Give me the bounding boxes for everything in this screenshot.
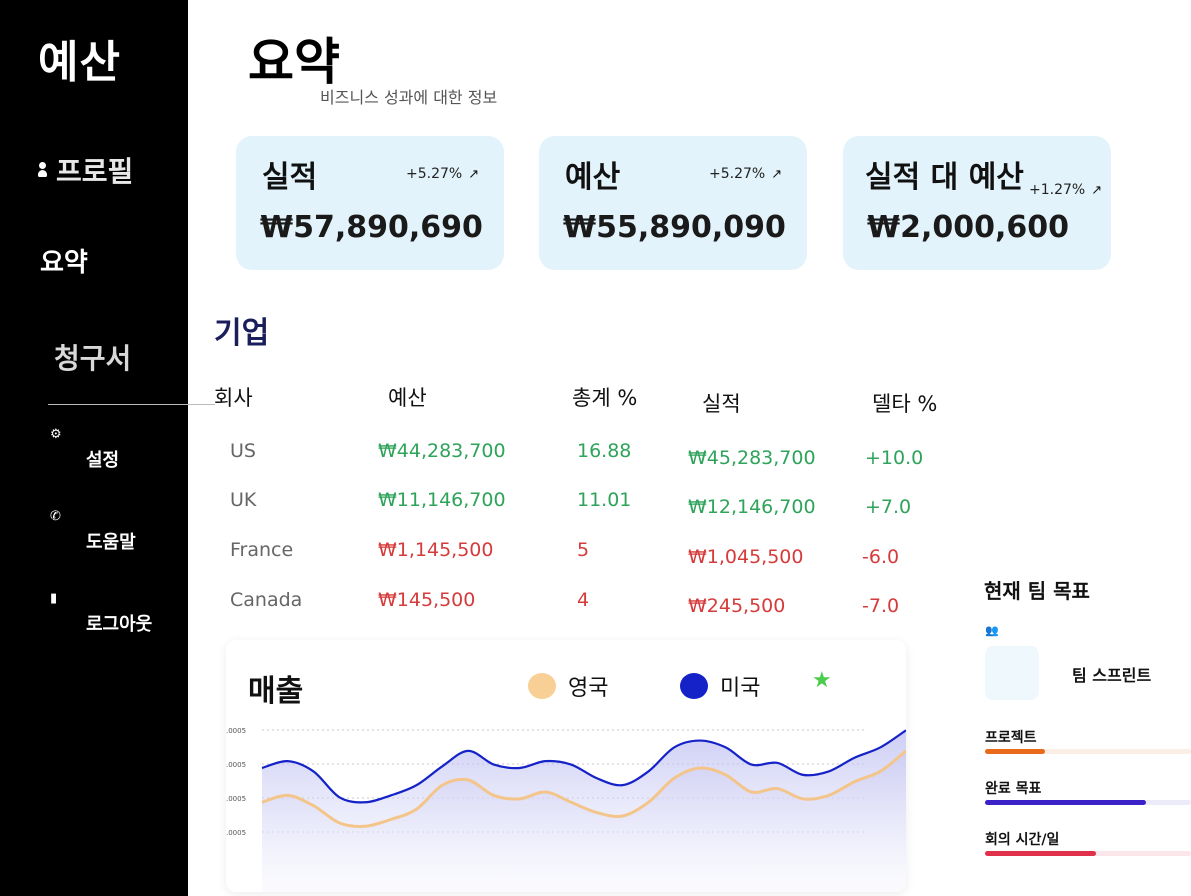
trend-up-icon: ↗ xyxy=(468,167,480,182)
cell-actual: ₩45,283,700 xyxy=(688,447,816,469)
nav-help-label: 도움말 xyxy=(86,532,136,553)
series-line-uk xyxy=(261,749,906,828)
brand-title: 예산 xyxy=(38,37,121,88)
kpi-delta-value: +1.27% xyxy=(1029,182,1086,198)
kpi-title: 실적 xyxy=(262,160,318,195)
header-budget: 예산 xyxy=(388,386,427,410)
goal-label-completed: 완료 목표 xyxy=(985,781,1042,797)
user-icon xyxy=(38,162,48,178)
legend-uk[interactable]: 영국 xyxy=(528,670,608,702)
legend-uk-label: 영국 xyxy=(568,676,609,701)
cell-budget: ₩11,146,700 xyxy=(378,489,506,511)
legend-uk-dot xyxy=(528,673,556,699)
cell-delta: -7.0 xyxy=(862,595,900,617)
cell-budget: ₩145,500 xyxy=(378,589,476,611)
kpi-card-actual: 실적 +5.27% ↗ ₩57,890,690 xyxy=(236,136,504,270)
cell-company: UK xyxy=(230,489,257,511)
kpi-title: 실적 대 예산 xyxy=(865,160,1024,195)
goal-track-completed xyxy=(985,800,1191,805)
kpi-card-actual-vs-budget: 실적 대 예산 +1.27% ↗ ₩2,000,600 xyxy=(843,136,1111,270)
kpi-value: ₩55,890,090 xyxy=(563,210,786,245)
legend-us-label: 미국 xyxy=(720,676,761,701)
kpi-card-budget: 예산 +5.27% ↗ ₩55,890,090 xyxy=(539,136,807,270)
cell-company: Canada xyxy=(230,589,303,611)
kpi-delta-value: +5.27% xyxy=(406,166,463,182)
team-thumbnail xyxy=(985,646,1039,700)
goal-fill-meeting xyxy=(985,851,1097,856)
nav-settings-label: 설정 xyxy=(86,450,120,471)
page-subtitle: 비즈니스 성과에 대한 정보 xyxy=(320,88,498,107)
nav-logout-label: 로그아웃 xyxy=(86,614,153,635)
gear-icon: ⚙ xyxy=(50,427,62,442)
cell-total: 11.01 xyxy=(577,489,632,511)
goal-track-project xyxy=(985,749,1191,754)
cell-delta: +7.0 xyxy=(865,496,912,518)
cell-total: 5 xyxy=(577,539,590,561)
header-company: 회사 xyxy=(214,386,253,410)
page-title: 요약 xyxy=(248,33,340,91)
nav-profile[interactable]: 프로필 xyxy=(38,150,133,190)
goal-label-project: 프로젝트 xyxy=(985,730,1037,746)
cell-delta: -6.0 xyxy=(862,546,900,568)
cell-actual: ₩1,045,500 xyxy=(688,546,804,568)
header-total: 총계 % xyxy=(572,386,638,410)
cell-delta: +10.0 xyxy=(865,447,924,469)
trend-up-icon: ↗ xyxy=(1091,183,1103,198)
sidebar-divider xyxy=(48,404,215,405)
companies-title: 기업 xyxy=(214,316,270,351)
sales-title: 매출 xyxy=(248,674,304,709)
sidebar: 예산 프로필 요약 청구서 ⚙ 설정 ✆ 도움말 ▮ 로그아웃 xyxy=(0,0,188,896)
y-tick-label: .0005 xyxy=(226,829,246,837)
kpi-delta-value: +5.27% xyxy=(709,166,766,182)
goal-track-meeting xyxy=(985,851,1191,856)
goal-fill-completed xyxy=(985,800,1146,805)
series-area-uk xyxy=(262,750,906,892)
kpi-title: 예산 xyxy=(565,160,621,195)
legend-us[interactable]: 미국 xyxy=(680,670,760,702)
goal-label-meeting: 회의 시간/일 xyxy=(985,832,1060,848)
sales-chart: .0005 .0005 .0005 .0005 xyxy=(226,727,906,892)
header-delta: 델타 % xyxy=(872,392,938,416)
team-goals-title: 현재 팀 목표 xyxy=(984,579,1090,603)
team-name: 팀 스프린트 xyxy=(1072,666,1152,685)
kpi-value: ₩2,000,600 xyxy=(867,210,1070,245)
kpi-delta: +5.27% ↗ xyxy=(406,166,479,182)
goal-fill-project xyxy=(985,749,1045,754)
cell-budget: ₩44,283,700 xyxy=(378,440,506,462)
nav-summary[interactable]: 요약 xyxy=(40,248,88,278)
header-actual: 실적 xyxy=(702,392,741,416)
y-tick-label: .0005 xyxy=(226,795,246,803)
legend-us-dot xyxy=(680,673,708,699)
cell-total: 4 xyxy=(577,589,590,611)
nav-profile-label: 프로필 xyxy=(56,155,134,188)
cell-budget: ₩1,145,500 xyxy=(378,539,494,561)
team-icon: 👥 xyxy=(985,624,999,637)
logout-icon: ▮ xyxy=(50,591,58,606)
trend-up-icon: ↗ xyxy=(771,167,783,182)
kpi-value: ₩57,890,690 xyxy=(260,210,483,245)
phone-icon: ✆ xyxy=(50,509,61,524)
sales-chart-card: .0005 .0005 .0005 .0005 매출 영국 미국 ★ xyxy=(226,640,906,892)
star-icon[interactable]: ★ xyxy=(812,668,832,693)
nav-invoice[interactable]: 청구서 xyxy=(54,342,132,375)
cell-actual: ₩12,146,700 xyxy=(688,496,816,518)
cell-company: US xyxy=(230,440,256,462)
y-tick-label: .0005 xyxy=(226,761,246,769)
kpi-delta: +1.27% ↗ xyxy=(1029,182,1102,198)
cell-total: 16.88 xyxy=(577,440,632,462)
kpi-delta: +5.27% ↗ xyxy=(709,166,782,182)
cell-actual: ₩245,500 xyxy=(688,595,786,617)
cell-company: France xyxy=(230,539,294,561)
y-tick-label: .0005 xyxy=(226,727,246,735)
series-line-us xyxy=(261,729,906,804)
